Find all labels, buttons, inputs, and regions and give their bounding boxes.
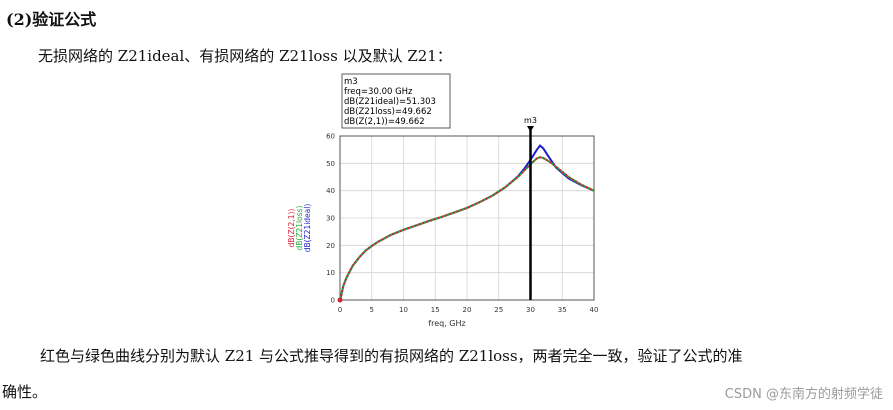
y-tick-label: 0 — [331, 297, 335, 305]
x-tick-label: 10 — [399, 306, 408, 314]
x-tick-label: 30 — [526, 306, 535, 314]
y-tick-label: 30 — [326, 215, 335, 223]
y-tick-label: 10 — [326, 269, 335, 277]
x-tick-label: 20 — [463, 306, 472, 314]
x-tick-label: 5 — [370, 306, 374, 314]
marker-readout-line: freq=30.00 GHz — [344, 87, 413, 97]
y-tick-label: 60 — [326, 133, 335, 141]
y-tick-label: 40 — [326, 187, 335, 195]
y-axis-label: dB(Z(2,1)) — [287, 209, 296, 248]
x-tick-label: 25 — [494, 306, 503, 314]
marker-readout-box — [341, 73, 451, 129]
y-tick-label: 50 — [326, 160, 335, 168]
y-tick-label: 20 — [326, 242, 335, 250]
chart-svg: 0 5 10 15 20 25 30 35 40 0 10 20 30 40 50 60 freq, GHz dB… — [287, 73, 599, 328]
conclusion-paragraph-end: 确性。 — [2, 383, 48, 401]
section-heading: (2)验证公式 — [6, 10, 97, 29]
plot-frame — [339, 135, 595, 301]
marker-readout-line: dB(Z(2,1))=49.662 — [344, 117, 425, 127]
x-axis-label: freq, GHz — [428, 319, 465, 328]
marker-label: m3 — [524, 116, 537, 125]
x-tick-label: 15 — [431, 306, 440, 314]
z21-chart: 0 5 10 15 20 25 30 35 40 0 10 20 30 40 50 60 freq, GHz dB… — [280, 72, 610, 342]
x-tick-label: 40 — [590, 306, 599, 314]
series-line-2 — [339, 156, 595, 301]
marker-arrow — [527, 126, 534, 132]
marker-readout-line: dB(Z21loss)=49.662 — [344, 107, 432, 117]
marker-readout-line: dB(Z21ideal)=51.303 — [344, 97, 436, 107]
conclusion-paragraph: 红色与绿色曲线分别为默认 Z21 与公式推导得到的有损网络的 Z21loss，两… — [40, 347, 743, 365]
x-tick-label: 0 — [338, 306, 342, 314]
y-axis-label: dB(Z21ideal) — [303, 204, 312, 253]
watermark: CSDN @东南方的射频学徒 — [724, 387, 883, 402]
marker-readout-line: m3 — [344, 77, 358, 87]
x-tick-label: 35 — [558, 306, 567, 314]
intro-paragraph: 无损网络的 Z21ideal、有损网络的 Z21loss 以及默认 Z21： — [38, 47, 452, 65]
origin-point — [337, 297, 343, 303]
y-axis-label: dB(Z21loss) — [295, 205, 304, 250]
